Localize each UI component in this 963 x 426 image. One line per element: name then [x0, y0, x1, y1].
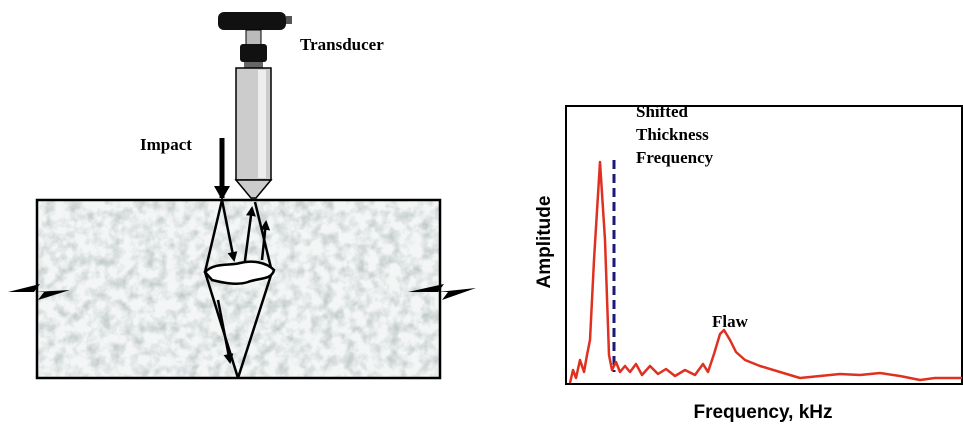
crack-left — [8, 284, 70, 300]
spectrum-curve — [568, 160, 962, 384]
x-axis-label: Frequency, kHz — [693, 402, 832, 423]
flaw-label: Flaw — [712, 312, 749, 331]
transducer-label: Transducer — [300, 35, 384, 54]
plot-frame — [565, 105, 963, 385]
flaw — [203, 260, 276, 285]
crack-right — [408, 284, 476, 300]
wave-paths — [203, 199, 274, 379]
shifted-label: Frequency — [636, 148, 714, 167]
transducer — [218, 12, 292, 199]
y-axis-label: Amplitude — [534, 196, 555, 289]
impact-label: Impact — [140, 135, 192, 154]
shifted-label: Shifted — [636, 102, 689, 121]
slab — [35, 198, 442, 380]
shifted-label: Thickness — [636, 125, 709, 144]
